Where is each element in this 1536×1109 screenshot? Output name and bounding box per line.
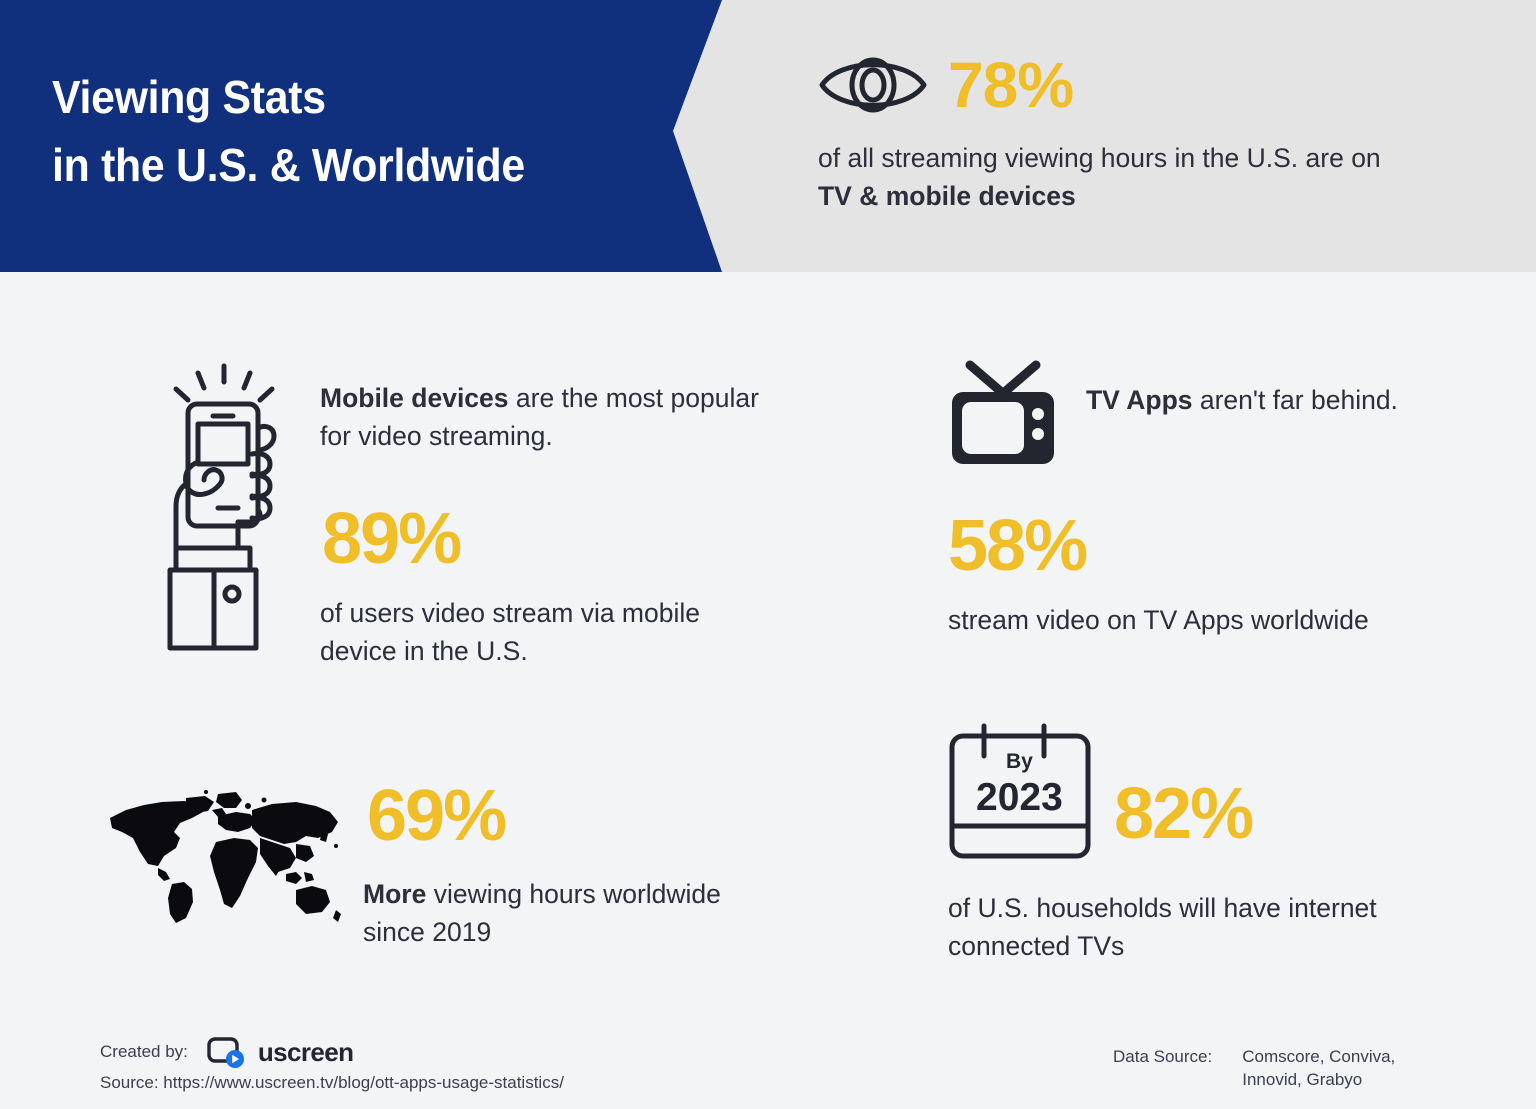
header-blue-chevron-panel [0,0,722,272]
stat-tv-head: TV Apps aren't far behind. [948,360,1428,468]
stat-world-sub-rest: viewing hours worldwide since 2019 [363,879,721,947]
header-description-text: of all streaming viewing hours in the U.… [818,143,1381,173]
data-source-block: Data Source: Comscore, Conviva, Innovid,… [1113,1046,1395,1092]
uscreen-logo-text: uscreen [257,1036,354,1067]
stat-tv-headline-rest: aren't far behind. [1192,385,1398,415]
retro-tv-icon [952,360,1054,464]
stat-tv-percent: 58% [948,506,1088,586]
header-description: of all streaming viewing hours in the U.… [818,140,1388,215]
calendar-icon-wrap: By 2023 [948,722,1096,862]
calendar-year-label: 2023 [976,776,1063,819]
stat-tv-headline-bold: TV Apps [1086,385,1193,415]
stat-world-text: 69% More viewing hours worldwide since 2… [363,780,723,951]
data-source-line-2: Innovid, Grabyo [1242,1069,1363,1089]
eye-icon [819,57,927,113]
source-url[interactable]: Source: https://www.uscreen.tv/blog/ott-… [100,1073,564,1092]
uscreen-logo[interactable]: uscreen [206,1035,354,1069]
uscreen-play-logo-icon [207,1037,244,1068]
stat-mobile-head: Mobile devices are the most popular for … [160,362,780,671]
hand-holding-phone-icon [167,363,277,651]
header-band: Viewing Stats in the U.S. & Worldwide 78… [0,0,1536,272]
stat-calendar-row: By 2023 82% [948,722,1448,862]
stat-world-row: 69% More viewing hours worldwide since 2… [100,780,740,951]
calendar-icon: By 2023 [949,723,1091,859]
stat-block-calendar: By 2023 82% of U.S. households will have… [948,722,1448,965]
data-source-line-1: Comscore, Conviva, [1242,1047,1396,1066]
stat-world-sub-bold: More [363,879,427,909]
page-title: Viewing Stats in the U.S. & Worldwide [52,63,629,199]
header-description-emphasis: TV & mobile devices [818,180,1076,211]
created-by-label: Created by: [100,1042,188,1061]
stat-world-percent: 69% [367,776,507,856]
footer-left: Created by: uscreen Source: https://www.… [100,1036,720,1093]
data-source-label: Data Source: [1113,1047,1213,1066]
calendar-by-label: By [1006,750,1033,773]
page-title-line-2: in the U.S. & Worldwide [52,139,525,192]
stat-mobile-headline-rest: are the most popular for video streaming… [320,383,759,451]
stat-calendar-percent: 82% [1114,774,1254,854]
stat-world-sub: More viewing hours worldwide since 2019 [363,876,723,951]
world-map-icon-wrap [100,780,355,931]
stat-block-world: 69% More viewing hours worldwide since 2… [100,780,740,951]
hand-holding-phone-icon-wrap [160,362,300,657]
stat-block-tv: TV Apps aren't far behind. 58% stream vi… [948,360,1428,640]
stat-mobile-text: Mobile devices are the most popular for … [320,362,760,671]
stat-mobile-percent: 89% [322,499,462,580]
header-percent-value: 78% [948,49,1074,121]
stat-mobile-headline: Mobile devices are the most popular for … [320,380,760,455]
page-title-line-1: Viewing Stats [52,71,326,123]
stat-block-mobile: Mobile devices are the most popular for … [160,362,780,671]
stat-tv-sub: stream video on TV Apps worldwide [948,605,1369,635]
world-map-icon [110,790,341,923]
created-by-row: Created by: uscreen [100,1036,720,1068]
header-stat-row: 78% [818,48,1458,122]
stat-mobile-sub: of users video stream via mobile device … [320,598,700,666]
data-source-values: Comscore, Conviva, Innovid, Grabyo [1242,1046,1395,1092]
stat-calendar-sub: of U.S. households will have internet co… [948,893,1377,961]
stat-mobile-headline-bold: Mobile devices [320,383,509,413]
stat-tv-headline: TV Apps aren't far behind. [1086,360,1416,420]
header-stat-block: 78% of all streaming viewing hours in th… [818,48,1458,215]
